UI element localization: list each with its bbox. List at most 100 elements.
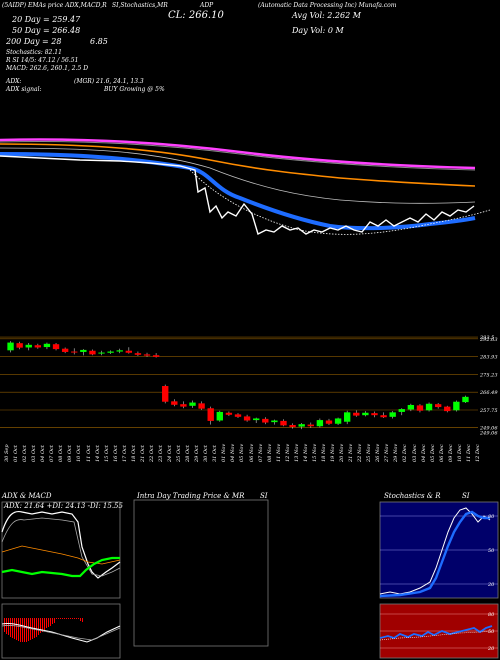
price-tick-label: 249.06 <box>479 431 498 437</box>
candle-down <box>280 420 287 426</box>
adx-label: ADX: <box>6 78 22 85</box>
candle-up <box>334 418 342 424</box>
macd-bar <box>62 618 63 619</box>
adx-panel <box>1 501 121 599</box>
macd-bar <box>20 618 21 642</box>
date-tick-label: 22 Oct <box>148 445 155 462</box>
header-line-1: (5AIDP) EMAs price ADX,MACD,R <box>2 2 107 9</box>
candle-down <box>307 424 314 427</box>
stochastics-title-b: SI <box>462 492 470 500</box>
candle-down <box>353 412 360 416</box>
macd-bar <box>66 618 67 619</box>
candle-down <box>380 415 387 418</box>
macd-bar <box>56 618 57 619</box>
date-tick-label: 04 Oct <box>40 445 47 462</box>
candle-down <box>71 351 78 353</box>
macd-bar <box>78 618 79 619</box>
day-volume-label: Day Vol: 0 M <box>292 26 344 35</box>
date-tick-label: 06 Nov <box>248 443 255 462</box>
macd-bar <box>54 618 55 623</box>
date-tick-label: 25 Nov <box>366 443 373 462</box>
macd-bar <box>14 618 15 639</box>
signal-dotted-line <box>189 169 491 235</box>
candle-down <box>243 416 251 421</box>
macd-bar <box>6 618 7 634</box>
adx-grey-line <box>1 517 121 577</box>
date-tick-label: 22 Nov <box>357 443 364 462</box>
macd-bar <box>44 618 45 630</box>
macd-label: MACD: 262.6, 260.1, 2.5 D <box>6 65 89 72</box>
candle-up <box>107 351 114 353</box>
date-tick-label: 01 Oct <box>13 445 20 462</box>
candles <box>7 341 469 430</box>
macd-bar <box>36 618 37 637</box>
date-tick-label: 29 Nov <box>393 443 400 462</box>
ema50-line <box>0 143 476 187</box>
macd-bar <box>68 618 69 619</box>
header-line-4: (Automatic Data Processing Inc) Munafa.c… <box>258 2 397 9</box>
candle-down <box>371 413 378 416</box>
date-tick-label: 01 Nov <box>221 443 228 462</box>
macd-bar <box>10 618 11 637</box>
macd-bar <box>82 618 83 622</box>
candle-down <box>434 404 442 408</box>
macd-bar <box>12 618 13 638</box>
date-tick-label: 19 Nov <box>330 443 337 462</box>
candle-down <box>16 343 23 348</box>
candle-up <box>425 403 433 411</box>
price-tick-label: 293.5 <box>479 335 494 341</box>
macd-bar <box>42 618 43 632</box>
candle-down <box>171 401 178 405</box>
date-tick-label: 12 Dec <box>474 444 481 462</box>
date-tick-label: 02 Oct <box>22 445 29 462</box>
date-tick-label: 06 Dec <box>438 444 445 462</box>
rsi-tick-50: 50 <box>488 629 495 635</box>
date-tick-label: 21 Nov <box>348 443 355 462</box>
macd-bar <box>50 618 51 626</box>
macd-bar <box>16 618 17 640</box>
rsi-line <box>379 625 493 639</box>
macd-bar <box>80 618 81 621</box>
date-tick-label: 05 Dec <box>429 444 436 462</box>
date-tick-label: 30 Sep <box>4 444 10 462</box>
candle-up <box>407 404 415 410</box>
candle-down <box>180 404 187 407</box>
intraday-title-b: SI <box>260 492 268 500</box>
stoch-d-line <box>379 510 490 598</box>
adx-white-line <box>1 510 121 579</box>
close-price-label: CL: 266.10 <box>168 10 224 21</box>
header-line-3: ADP <box>200 2 214 9</box>
date-tick-label: 13 Nov <box>293 443 300 462</box>
macd-bar <box>30 618 31 640</box>
date-tick-label: 09 Dec <box>447 444 454 462</box>
price-line <box>0 155 475 235</box>
stoch-tick-50: 50 <box>488 548 495 554</box>
date-tick-label: 23 Oct <box>157 445 164 462</box>
stoch-k-line <box>379 507 491 595</box>
ema20-label: 20 Day = 259.47 <box>12 15 81 24</box>
stoch-tick-20: 20 <box>487 582 495 588</box>
intraday-panel <box>133 499 269 647</box>
macd-bar <box>18 618 19 641</box>
candle-down <box>134 353 142 355</box>
date-tick-label: 07 Nov <box>257 443 264 462</box>
candle-up <box>453 401 460 411</box>
adx-values: (MGR) 21.6, 24.1, 13.3 <box>74 78 144 85</box>
candle-up <box>80 349 87 352</box>
candle-down <box>444 406 451 412</box>
candle-up <box>25 344 32 348</box>
candle-up <box>362 412 369 416</box>
date-tick-label: 29 Oct <box>194 445 201 462</box>
date-tick-label: 04 Dec <box>420 444 427 462</box>
candle-down <box>416 405 424 411</box>
price-tick-label: 292.63 <box>479 337 498 343</box>
candle-down <box>225 412 233 415</box>
intraday-title: Intra Day Trading Price & MR <box>137 492 245 500</box>
candle-up <box>253 418 260 421</box>
date-tick-label: 03 Dec <box>411 444 418 462</box>
avg-volume-label: Avg Vol: 2.262 M <box>292 11 361 20</box>
macd-bar <box>64 618 65 619</box>
adx-signal-label: ADX signal: <box>6 86 42 93</box>
rsi-panel: 80 50 20 <box>379 603 499 659</box>
macd-bar <box>74 618 75 619</box>
